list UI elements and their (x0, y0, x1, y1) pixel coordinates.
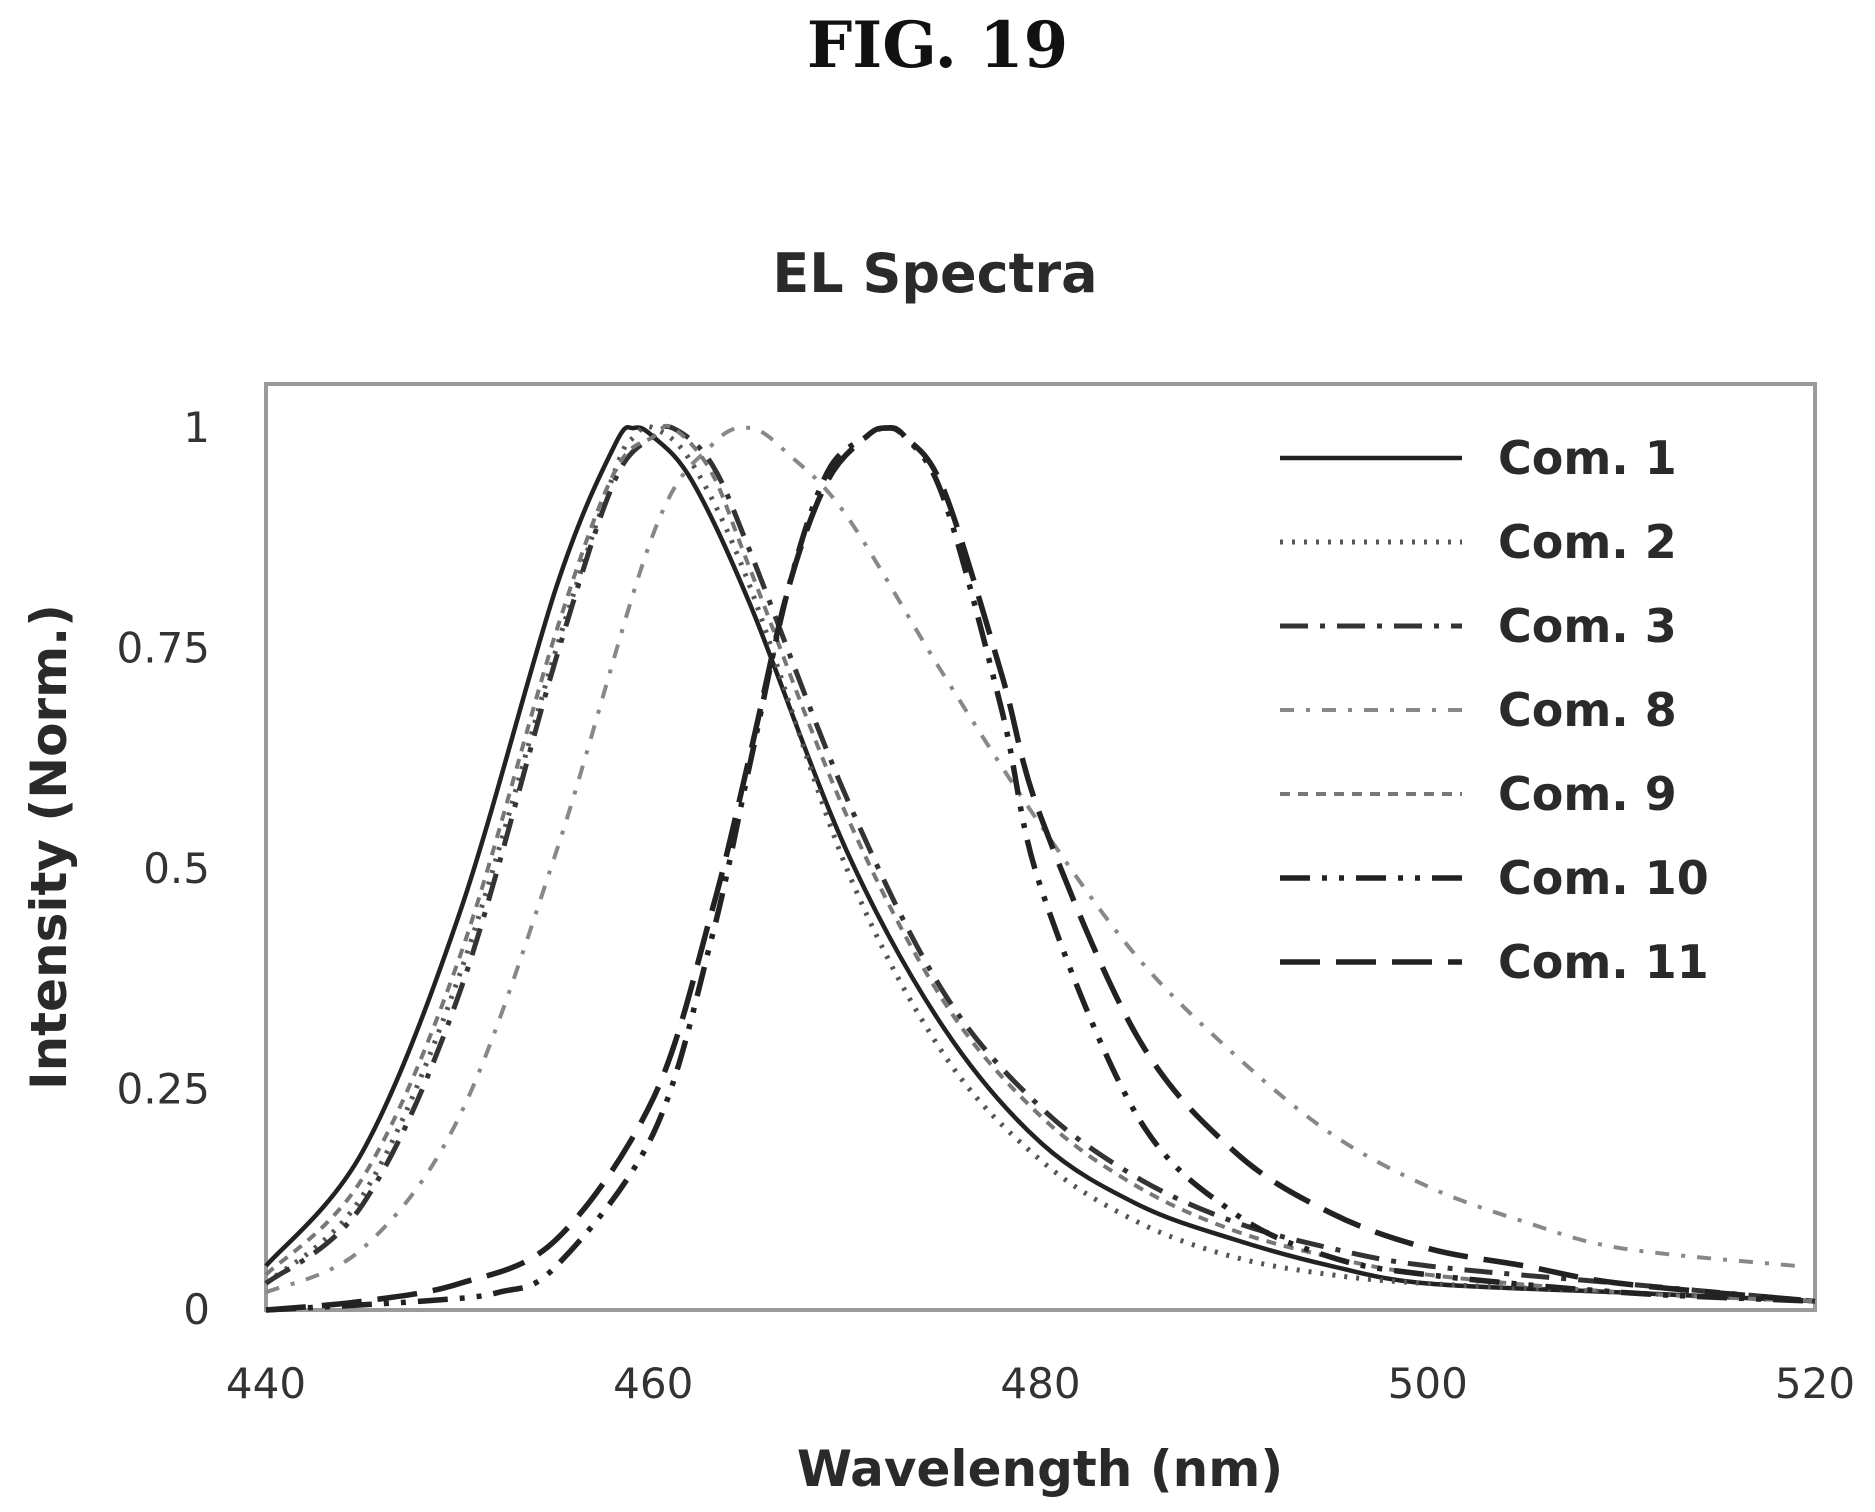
x-axis-ticks: 440 460 480 500 520 (226, 1359, 1855, 1408)
chart-title: EL Spectra (772, 242, 1097, 305)
y-axis-title: Intensity (Norm.) (20, 604, 78, 1090)
legend-label-com-1: Com. 1 (1498, 431, 1677, 485)
series-line-com-3 (264, 423, 1816, 1304)
x-tick-label: 520 (1775, 1359, 1855, 1408)
series-line-com-1 (264, 425, 1816, 1304)
legend-label-com-3: Com. 3 (1498, 599, 1677, 653)
x-axis-title: Wavelength (nm) (797, 1440, 1283, 1498)
x-tick-label: 500 (1388, 1359, 1468, 1408)
y-tick-label: 1 (183, 403, 210, 452)
series-line-com-8 (265, 425, 1796, 1295)
legend-label-com-9: Com. 9 (1498, 767, 1677, 821)
legend: Com. 1 Com. 2 Com. 3 Com. 8 Com. 9 Com. 10 Com… (1280, 431, 1709, 989)
y-axis-ticks: 0 0.25 0.5 0.75 1 (116, 403, 210, 1334)
series-line-com-11 (265, 425, 1816, 1313)
legend-label-com-8: Com. 8 (1498, 683, 1677, 737)
y-tick-label: 0.5 (143, 844, 210, 893)
series-line-com-2 (264, 424, 1816, 1304)
legend-label-com-11: Com. 11 (1498, 935, 1709, 989)
x-tick-label: 460 (613, 1359, 693, 1408)
x-tick-label: 480 (1000, 1359, 1080, 1408)
series-line-com-9 (264, 423, 1816, 1304)
figure-label: FIG. 19 (806, 8, 1069, 83)
legend-label-com-10: Com. 10 (1498, 851, 1709, 905)
series-layer (264, 423, 1816, 1313)
y-tick-label: 0.25 (116, 1065, 210, 1114)
y-tick-label: 0.75 (116, 624, 210, 673)
x-tick-label: 440 (226, 1359, 306, 1408)
y-tick-label: 0 (183, 1285, 210, 1334)
plot-area-frame (264, 382, 1817, 1312)
legend-label-com-2: Com. 2 (1498, 515, 1677, 569)
